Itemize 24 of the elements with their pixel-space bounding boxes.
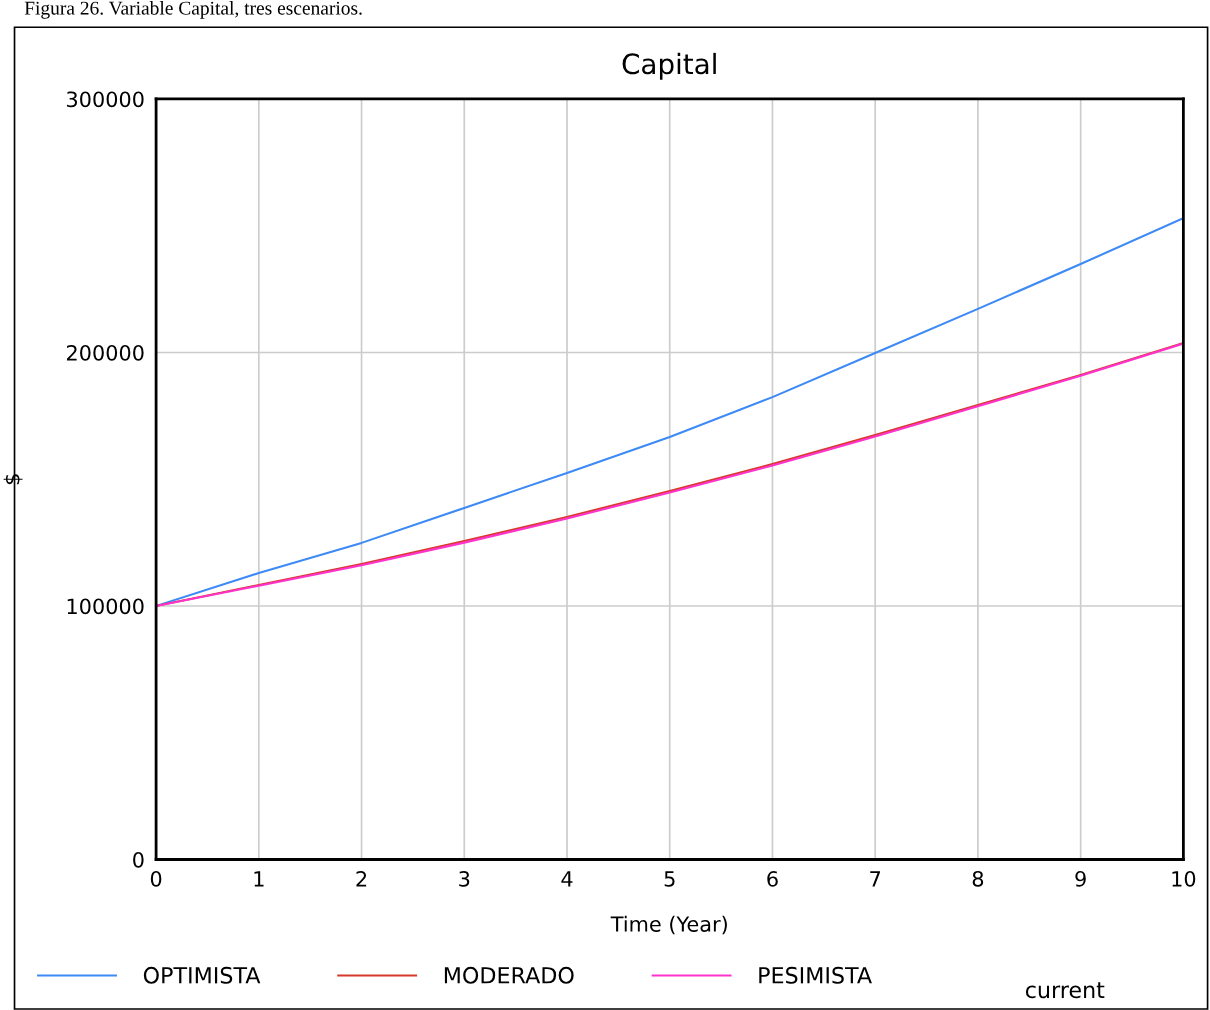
x-tick-label: 1 [254,871,264,887]
text: current [1025,982,1105,999]
y-tick-label: 300000 [67,91,144,108]
x-tick-label: 4 [561,871,573,887]
y-tick-label: 100000 [67,598,144,615]
y-tick-label: 0 [133,851,144,868]
line-series [156,342,1184,608]
x-tick-label: 5 [664,871,675,887]
x-tick-label: 2 [356,870,367,887]
legend-label: PESIMISTA [759,966,872,984]
x-tick-label: 9 [1075,870,1086,887]
chart-title: Capital [622,52,716,80]
legend-label: MODERADO [444,966,574,984]
line-series [156,217,1184,608]
x-tick-label: 0 [150,870,162,887]
x-axis-title: Time (Year) [610,915,727,935]
x-tick-label: 6 [767,870,778,887]
text: Figura 26. Variable Capital, tres escenarios. [24,1,362,19]
y-tick-label: 200000 [66,344,144,361]
x-tick-label: 7 [870,871,881,887]
x-tick-label: 3 [459,870,470,887]
legend-label: OPTIMISTA [143,966,261,984]
x-tick-label: 10 [1172,870,1196,887]
x-tick-label: 8 [972,870,984,887]
